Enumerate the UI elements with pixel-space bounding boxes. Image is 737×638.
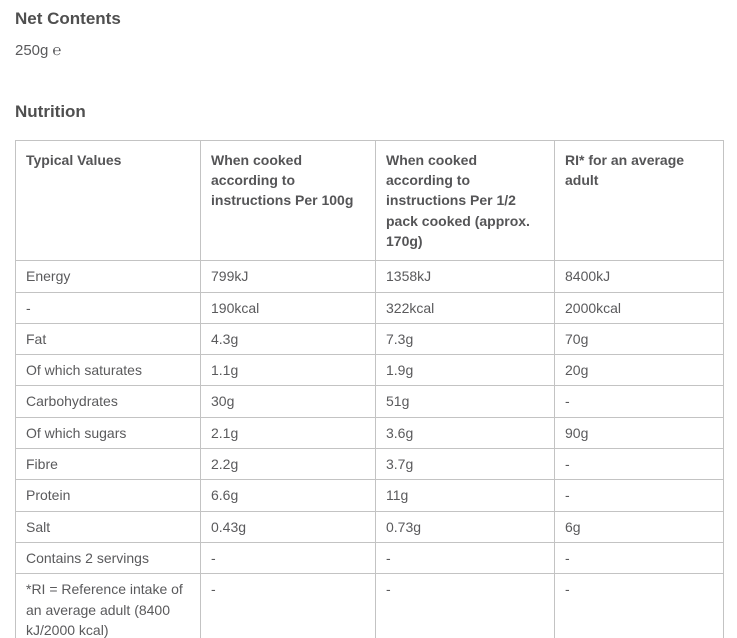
table-cell: - — [554, 573, 724, 638]
table-cell: 4.3g — [200, 322, 376, 356]
table-row: Fibre 2.2g 3.7g - — [15, 448, 724, 481]
table-row: Protein 6.6g 11g - — [15, 479, 724, 512]
table-row: Contains 2 servings - - - — [15, 541, 724, 575]
table-row: -190kcal 322kcal 2000kcal — [15, 291, 724, 324]
net-contents-value: 250g ℮ — [15, 42, 62, 60]
table-cell: 0.73g — [375, 510, 555, 543]
table-row: Of which sugars 2.1g 3.6g 90g — [15, 416, 724, 450]
table-cell: 8400kJ — [554, 260, 724, 293]
table-cell: 3.6g — [375, 416, 555, 450]
table-cell: 799kJ — [200, 260, 376, 293]
table-header-cell: When cooked according to instructions Pe… — [375, 139, 555, 262]
table-row: Salt 0.43g 0.73g 6g — [15, 510, 724, 543]
table-cell: 3.7g — [375, 448, 555, 481]
table-cell: 1358kJ — [375, 260, 555, 293]
nutrition-heading: Nutrition — [15, 102, 86, 122]
table-row: Of which saturates 1.1g 1.9g 20g — [15, 354, 724, 387]
table-cell: 190kcal — [200, 291, 376, 324]
table-cell: 322kcal — [375, 291, 555, 324]
table-cell: Carbohydrates — [15, 385, 201, 418]
table-cell: 2000kcal — [554, 291, 724, 324]
table-cell: 20g — [554, 354, 724, 387]
table-cell: - — [200, 541, 376, 575]
table-cell: 51g — [375, 385, 555, 418]
table-cell: 11g — [375, 479, 555, 512]
table-cell: 2.1g — [200, 416, 376, 450]
table-cell: Energy — [15, 260, 201, 293]
net-contents-heading: Net Contents — [15, 9, 121, 28]
table-cell: *RI = Reference intake of an average adu… — [15, 573, 201, 638]
table-cell: Salt — [15, 510, 201, 543]
table-cell: 7.3g — [375, 322, 555, 356]
table-cell: 2.2g — [200, 448, 376, 481]
table-cell: - — [15, 291, 201, 324]
table-cell: Fibre — [15, 448, 201, 481]
table-cell: 6.6g — [200, 479, 376, 512]
table-row: Carbohydrates 30g 51g - — [15, 385, 724, 418]
table-header-cell: Typical Values — [15, 139, 201, 262]
table-cell: Fat — [15, 322, 201, 356]
table-header-row: Typical Values When cooked according to … — [15, 139, 724, 262]
nutrition-table-body: Energy 799kJ 1358kJ 8400kJ -190kcal 322kcal 20… — [15, 260, 724, 638]
table-cell: - — [375, 541, 555, 575]
table-cell: Contains 2 servings — [15, 541, 201, 575]
table-cell: 1.1g — [200, 354, 376, 387]
table-cell: 90g — [554, 416, 724, 450]
table-cell: - — [554, 479, 724, 512]
table-header-cell: When cooked according to instructions Pe… — [200, 139, 376, 262]
table-cell: - — [375, 573, 555, 638]
table-cell: - — [554, 385, 724, 418]
table-cell: Protein — [15, 479, 201, 512]
table-row: *RI = Reference intake of an average adu… — [15, 573, 724, 638]
table-row: Fat 4.3g 7.3g 70g — [15, 322, 724, 356]
table-cell: 1.9g — [375, 354, 555, 387]
table-cell: - — [200, 573, 376, 638]
table-row: Energy 799kJ 1358kJ 8400kJ — [15, 260, 724, 293]
table-header-cell: RI* for an average adult — [554, 139, 724, 262]
table-cell: 70g — [554, 322, 724, 356]
table-cell: - — [554, 448, 724, 481]
nutrition-table: Typical Values When cooked according to … — [15, 139, 724, 638]
table-cell: Of which sugars — [15, 416, 201, 450]
table-cell: Of which saturates — [15, 354, 201, 387]
table-cell: 6g — [554, 510, 724, 543]
table-cell: 30g — [200, 385, 376, 418]
table-cell: - — [554, 541, 724, 575]
table-cell: 0.43g — [200, 510, 376, 543]
